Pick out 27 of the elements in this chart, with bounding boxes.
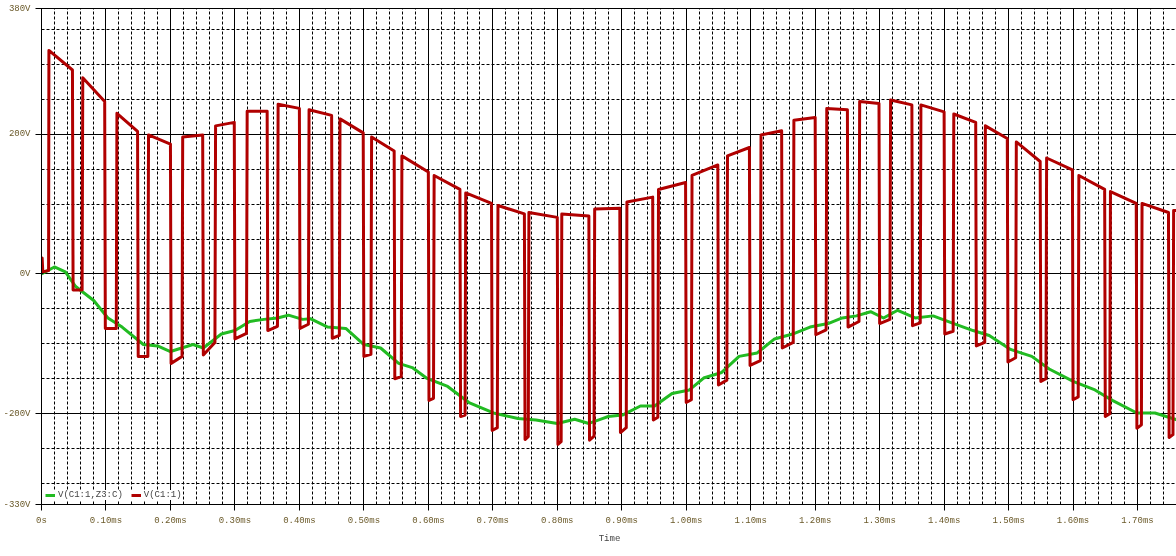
x-tick-label: 0.50ms [347, 515, 381, 526]
line-series [41, 48, 1176, 446]
x-tick-label: 1.60ms [1056, 515, 1090, 526]
x-tick-label: 0.90ms [605, 515, 638, 526]
x-tick-label: 0.80ms [541, 515, 574, 526]
x-tick-label: 0.20ms [154, 515, 187, 526]
x-tick-label: 1.50ms [992, 515, 1025, 526]
legend-label: V(C1:1,Z3:C) [58, 490, 123, 500]
x-tick-label: 0.30ms [218, 515, 252, 526]
legend-label: V(C1:1) [143, 490, 182, 500]
x-tick-label: 1.00ms [670, 515, 703, 526]
x-tick-label: 1.10ms [734, 515, 767, 526]
x-tick-label: 0.70ms [476, 515, 510, 526]
x-tick-label: 0.10ms [89, 515, 123, 526]
y-tick-label: 0V [19, 268, 32, 279]
x-tick-label: 0.40ms [283, 515, 316, 526]
x-axis-title: Time [598, 533, 621, 544]
y-tick-label: -200V [3, 408, 32, 419]
x-tick-label: 1.30ms [863, 515, 896, 526]
y-tick-label: 200V [8, 129, 32, 140]
x-tick-label: 1.70ms [1121, 515, 1154, 526]
y-tick-label: -330V [3, 499, 32, 510]
x-tick-label: 1.20ms [798, 515, 832, 526]
x-tick-label: 0s [36, 515, 47, 526]
x-tick-label: 0.60ms [412, 515, 445, 526]
y-tick-label: 380V [8, 3, 32, 14]
x-tick-label: 1.40ms [927, 515, 961, 526]
